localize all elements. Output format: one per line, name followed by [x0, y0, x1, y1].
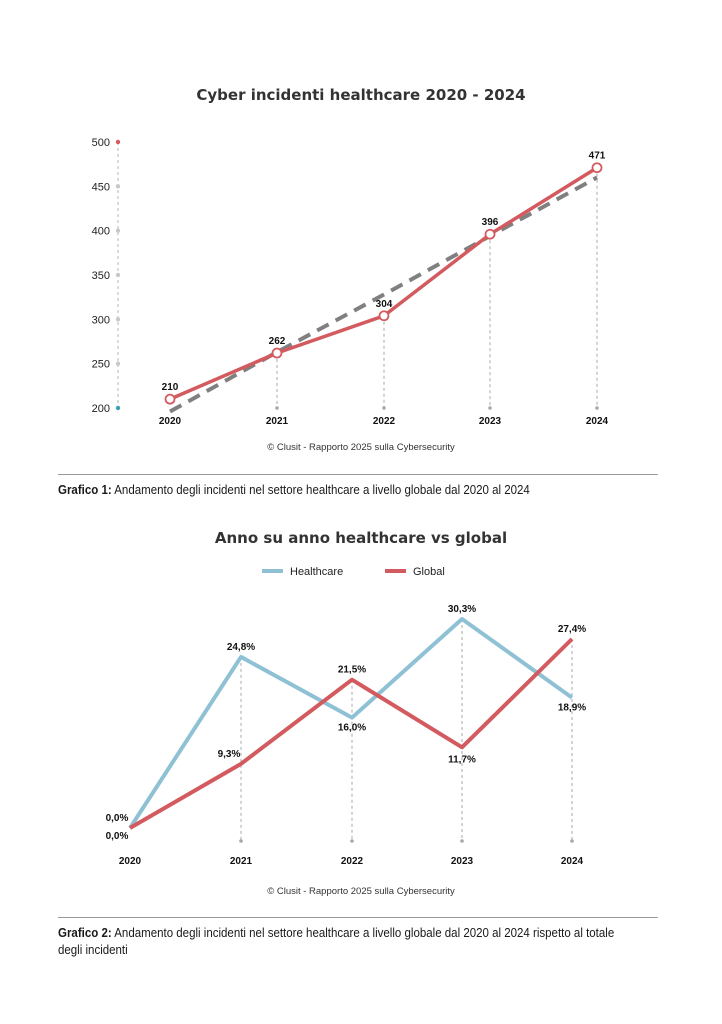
- y-tick-label: 450: [92, 181, 110, 193]
- data-label: 210: [162, 382, 179, 393]
- incidents-point: [164, 393, 176, 405]
- divider-1: [58, 474, 658, 475]
- y-tick-label: 300: [92, 314, 110, 326]
- legend-label-global: Global: [413, 566, 445, 578]
- caption-2-text: Andamento degli incidenti nel settore he…: [58, 926, 615, 957]
- chart-1-credit: © Clusit - Rapporto 2025 sulla Cybersecu…: [267, 442, 455, 453]
- y-tick-dot: [115, 361, 121, 366]
- guide-end-dot: [460, 839, 464, 843]
- incidents-point: [591, 162, 603, 174]
- guide-end-dot: [595, 406, 599, 410]
- x-tick-label: 2021: [230, 856, 253, 867]
- x-tick-label: 2023: [479, 416, 502, 427]
- healthcare-data-label: 0,0%: [106, 813, 129, 824]
- divider-2: [58, 917, 658, 918]
- global-data-label: 0,0%: [106, 831, 129, 842]
- incidents-point: [378, 310, 390, 322]
- x-tick-label: 2024: [586, 416, 609, 427]
- caption-1-text: Andamento degli incidenti nel settore he…: [114, 483, 530, 497]
- guide-end-dot: [350, 839, 354, 843]
- global-data-label: 27,4%: [558, 624, 586, 635]
- trend-line: [169, 175, 598, 414]
- chart-2-data-labels: 0,0% 24,8% 16,0% 30,3% 18,9% 0,0% 9,3% 21,5% 11,…: [106, 604, 587, 842]
- x-tick-label: 2021: [266, 416, 289, 427]
- incidents-point: [271, 347, 283, 359]
- chart-2-series: [128, 617, 574, 830]
- chart-2-x-ticks: 2020 2021 2022 2023 2024: [119, 856, 584, 867]
- chart-1-x-ticks: 2020 2021 2022 2023 2024: [159, 416, 609, 427]
- y-tick-label: 500: [92, 137, 110, 149]
- healthcare-data-label: 24,8%: [227, 642, 255, 653]
- chart-1: Cyber incidenti healthcare 2020 - 2024 5…: [92, 86, 609, 453]
- global-data-label: 11,7%: [448, 754, 476, 765]
- y-tick-dot: [115, 317, 121, 322]
- x-tick-label: 2023: [451, 856, 474, 867]
- global-data-label: 21,5%: [338, 665, 366, 676]
- y-tick-dot: [115, 405, 121, 411]
- x-tick-label: 2022: [341, 856, 364, 867]
- chart-2: Anno su anno healthcare vs global Health…: [106, 529, 587, 897]
- global-line: [128, 637, 574, 830]
- incidents-point: [484, 228, 496, 240]
- y-tick-label: 350: [92, 270, 110, 282]
- data-label: 471: [589, 151, 606, 162]
- data-label: 396: [482, 217, 499, 228]
- y-tick-label: 200: [92, 403, 110, 415]
- chart-2-legend: Healthcare Global: [262, 566, 445, 578]
- x-tick-label: 2024: [561, 856, 584, 867]
- guide-end-dot: [488, 406, 492, 410]
- healthcare-line: [128, 617, 574, 830]
- y-tick-dot: [115, 184, 121, 189]
- y-tick-dot: [115, 272, 121, 278]
- x-tick-label: 2022: [373, 416, 396, 427]
- guide-end-dot: [239, 839, 243, 843]
- caption-1-label: Grafico 1:: [58, 483, 112, 497]
- data-label: 262: [269, 336, 286, 347]
- x-tick-label: 2020: [159, 416, 182, 427]
- chart-2-guide-lines: [239, 619, 574, 843]
- data-label: 304: [376, 299, 393, 310]
- chart-1-title: Cyber incidenti healthcare 2020 - 2024: [196, 86, 525, 104]
- healthcare-data-label: 30,3%: [448, 604, 476, 615]
- legend-label-healthcare: Healthcare: [290, 566, 343, 578]
- chart-1-data-labels: 210 262 304 396 471: [162, 151, 606, 393]
- caption-2-label: Grafico 2:: [58, 926, 112, 940]
- x-tick-label: 2020: [119, 856, 142, 867]
- y-tick-dot: [115, 228, 121, 233]
- y-tick-label: 250: [92, 359, 110, 371]
- caption-2: Grafico 2: Andamento degli incidenti nel…: [58, 925, 619, 959]
- chart-1-series: [164, 162, 603, 414]
- chart-1-guide-lines: [275, 167, 599, 410]
- y-tick-label: 400: [92, 226, 110, 238]
- guide-end-dot: [275, 406, 279, 410]
- chart-1-y-axis: 500 450 400 350 300 250 200: [92, 137, 121, 415]
- healthcare-data-label: 18,9%: [558, 703, 586, 714]
- caption-1: Grafico 1: Andamento degli incidenti nel…: [58, 482, 619, 499]
- global-data-label: 9,3%: [218, 749, 241, 760]
- guide-end-dot: [570, 839, 574, 843]
- healthcare-data-label: 16,0%: [338, 723, 366, 734]
- guide-end-dot: [382, 406, 386, 410]
- chart-2-title: Anno su anno healthcare vs global: [215, 529, 507, 547]
- chart-2-credit: © Clusit - Rapporto 2025 sulla Cybersecu…: [267, 886, 455, 897]
- y-tick-dot: [115, 139, 121, 145]
